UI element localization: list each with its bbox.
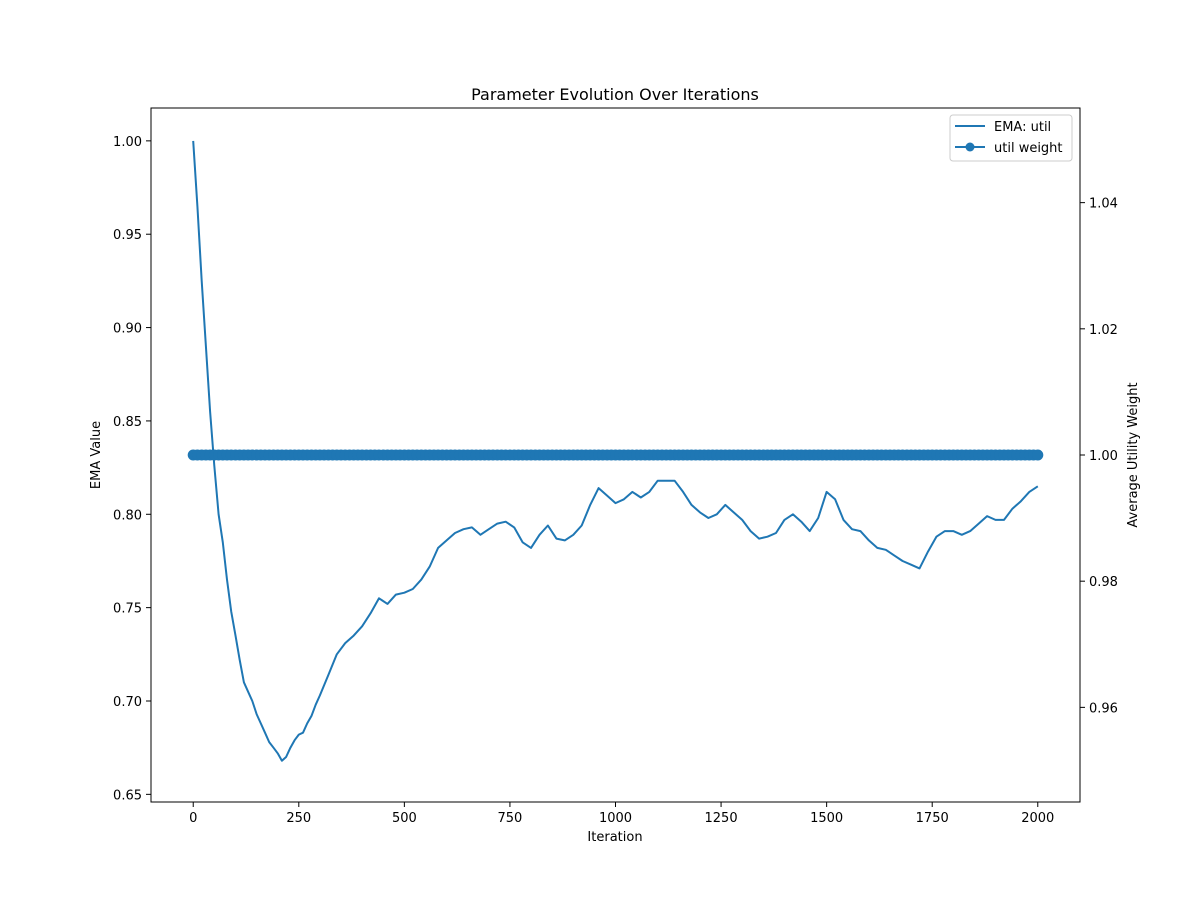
chart-title: Parameter Evolution Over Iterations <box>471 85 759 104</box>
legend-marker-util-weight <box>965 142 975 152</box>
x-tick-label: 0 <box>189 811 197 826</box>
y-tick-label-left: 1.00 <box>113 135 142 150</box>
legend-label-ema-util: EMA: util <box>994 120 1051 135</box>
y-tick-label-right: 1.00 <box>1089 449 1118 464</box>
y-tick-label-left: 0.90 <box>113 322 142 337</box>
y-axis-label-right: Average Utility Weight <box>1126 382 1141 527</box>
x-tick-label: 2000 <box>1021 811 1054 826</box>
series-marker-util-weight <box>1032 449 1044 461</box>
y-tick-label-left: 0.80 <box>113 508 142 523</box>
x-tick-label: 250 <box>286 811 311 826</box>
y-tick-label-left: 0.85 <box>113 415 142 430</box>
x-axis-label: Iteration <box>587 830 642 845</box>
y-tick-label-left: 0.70 <box>113 695 142 710</box>
x-tick-label: 1000 <box>599 811 632 826</box>
y-tick-label-right: 1.02 <box>1089 323 1118 338</box>
x-tick-label: 1250 <box>705 811 738 826</box>
y-tick-label-left: 0.75 <box>113 602 142 617</box>
series-line-ema-util <box>192 140 1039 762</box>
x-tick-label: 500 <box>392 811 417 826</box>
legend: EMA: util util weight <box>949 114 1073 162</box>
y-tick-label-right: 1.04 <box>1089 197 1118 212</box>
y-axis-label-left: EMA Value <box>89 421 104 489</box>
y-tick-label-right: 0.96 <box>1089 701 1118 716</box>
y-tick-label-left: 0.65 <box>113 788 142 803</box>
x-tick-label: 1500 <box>810 811 843 826</box>
legend-label-util-weight: util weight <box>994 141 1063 156</box>
x-tick-label: 1750 <box>916 811 949 826</box>
plot-area: 0 250 500 750 1000 1250 1500 1750 2000 0.65 0.70 0.… <box>113 107 1118 826</box>
x-tick-label: 750 <box>498 811 523 826</box>
y-tick-label-left: 0.95 <box>113 228 142 243</box>
y-tick-label-right: 0.98 <box>1089 575 1118 590</box>
